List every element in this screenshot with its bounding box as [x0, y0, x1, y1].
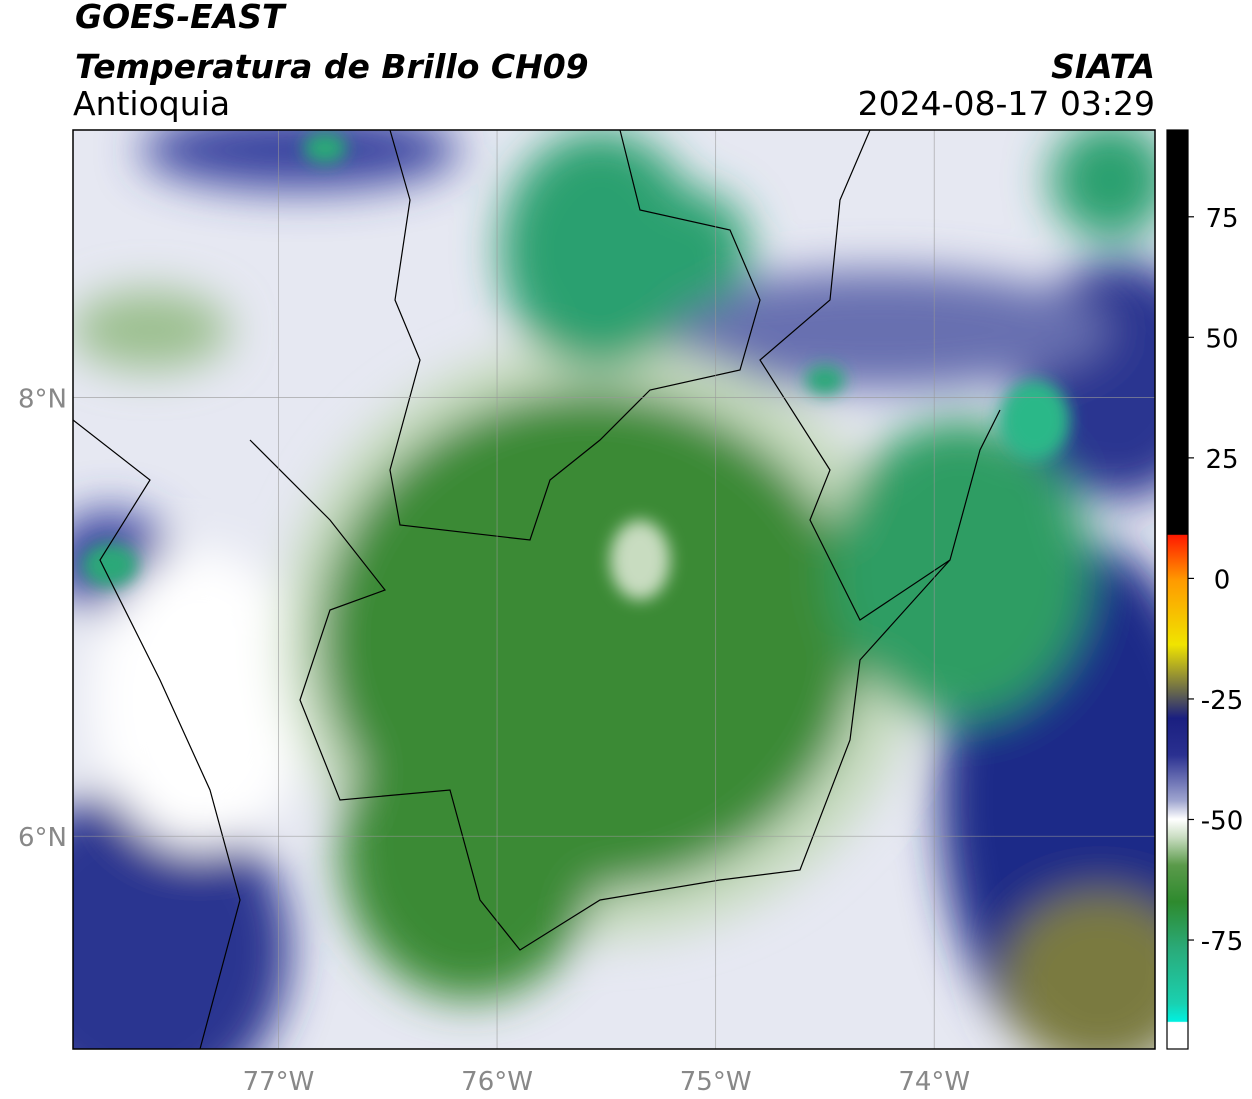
x-tick-label: 74°W: [898, 1067, 970, 1097]
colorbar-tick-label: -50: [1201, 806, 1243, 836]
x-tick-label: 77°W: [243, 1067, 315, 1097]
source: SIATA: [1051, 47, 1155, 86]
x-tick-label: 75°W: [680, 1067, 752, 1097]
region: Antioquia: [73, 84, 230, 123]
map-image: [73, 130, 1155, 1049]
subtitle: Temperatura de Brillo CH09: [75, 47, 589, 86]
y-tick-label: 6°N: [18, 823, 67, 853]
map-frame: [72, 129, 1156, 1050]
colorbar-tick-label: 50: [1205, 324, 1238, 354]
y-tick-label: 8°N: [18, 385, 67, 415]
colorbar-tick-label: 0: [1214, 565, 1231, 595]
colorbar-tick-label: -25: [1201, 686, 1243, 716]
colorbar-tick-label: 25: [1205, 445, 1238, 475]
grid: [73, 130, 1155, 1049]
colorbar-tick-label: 75: [1205, 204, 1238, 234]
x-tick-label: 76°W: [461, 1067, 533, 1097]
colorbar-tick-label: -75: [1201, 927, 1243, 957]
datetime: 2024-08-17 03:29: [858, 84, 1155, 123]
colorbar: [1166, 129, 1189, 1050]
title: GOES-EAST: [75, 0, 287, 36]
